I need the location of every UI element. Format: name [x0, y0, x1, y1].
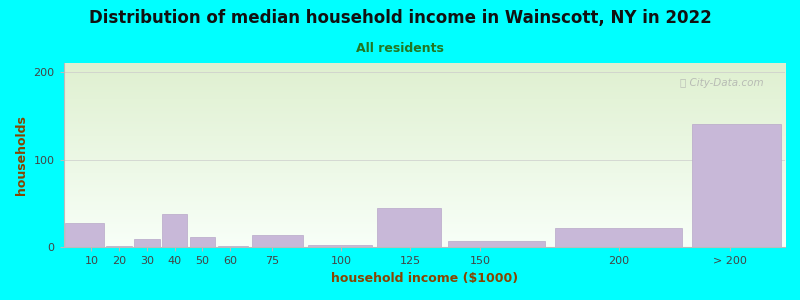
Bar [162, 214, 187, 247]
Bar [66, 223, 104, 248]
Bar [252, 235, 303, 248]
Bar [308, 245, 372, 247]
Bar [377, 208, 441, 247]
Text: All residents: All residents [356, 42, 444, 55]
Bar [218, 246, 248, 248]
Bar [448, 241, 545, 248]
X-axis label: household income ($1000): household income ($1000) [330, 272, 518, 285]
Bar [692, 124, 781, 248]
Text: Distribution of median household income in Wainscott, NY in 2022: Distribution of median household income … [89, 9, 711, 27]
Y-axis label: households: households [15, 115, 28, 195]
Bar [554, 228, 682, 248]
Bar [190, 237, 215, 247]
Text: ⓘ City-Data.com: ⓘ City-Data.com [680, 78, 763, 88]
Bar [106, 246, 132, 248]
Bar [134, 238, 160, 247]
